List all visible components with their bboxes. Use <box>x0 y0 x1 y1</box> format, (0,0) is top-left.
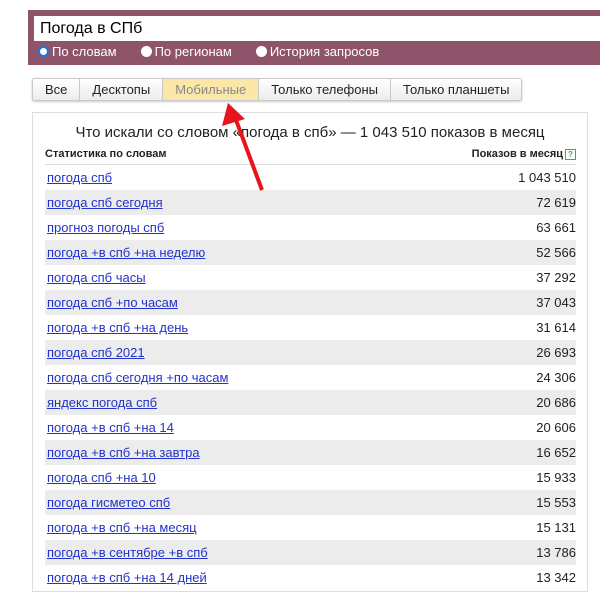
tab-tablets-only[interactable]: Только планшеты <box>391 79 522 100</box>
table-row: погода спб +на 10 15 933 <box>45 465 576 490</box>
table-row: погода спб часы 37 292 <box>45 265 576 290</box>
table-row: погода спб сегодня +по часам 24 306 <box>45 365 576 390</box>
table-row: погода +в спб +на завтра 16 652 <box>45 440 576 465</box>
search-mode-radios: По словам По регионам История запросов <box>38 44 379 59</box>
table-row: погода +в спб +на месяц 15 131 <box>45 515 576 540</box>
keyword-link[interactable]: погода спб сегодня <box>47 195 163 210</box>
impressions-count: 24 306 <box>536 370 576 385</box>
keyword-link[interactable]: погода спб <box>47 170 113 185</box>
table-row: погода спб +по часам 37 043 <box>45 290 576 315</box>
tab-desktops[interactable]: Десктопы <box>80 79 164 100</box>
impressions-count: 26 693 <box>536 345 576 360</box>
tab-all[interactable]: Все <box>33 79 81 100</box>
tab-mobile[interactable]: Мобильные <box>163 79 260 100</box>
impressions-count: 52 566 <box>536 245 576 260</box>
keyword-link[interactable]: погода спб сегодня +по часам <box>47 370 229 385</box>
keyword-link[interactable]: погода спб +на 10 <box>47 470 156 485</box>
keyword-link[interactable]: погода +в спб +на завтра <box>47 445 200 460</box>
impressions-count: 15 933 <box>536 470 576 485</box>
table-row: погода спб 2021 26 693 <box>45 340 576 365</box>
radio-by-words[interactable]: По словам <box>38 44 117 59</box>
radio-dot-icon <box>255 46 267 57</box>
search-input[interactable] <box>34 16 600 41</box>
impressions-count: 15 553 <box>536 495 576 510</box>
arrow-head <box>222 103 245 126</box>
table-row: погода +в спб +на неделю 52 566 <box>45 240 576 265</box>
arrow-shaft <box>234 119 264 191</box>
radio-label: По регионам <box>154 44 232 59</box>
keyword-link[interactable]: погода спб часы <box>47 270 146 285</box>
impressions-count: 1 043 510 <box>518 170 576 185</box>
radio-label: По словам <box>52 44 117 59</box>
impressions-count: 13 786 <box>536 545 576 560</box>
table-row: погода гисметео спб 15 553 <box>45 490 576 515</box>
table-row: прогноз погоды спб 63 661 <box>45 215 576 240</box>
keyword-link[interactable]: погода +в спб +на день <box>47 320 189 335</box>
keyword-link[interactable]: погода +в спб +на неделю <box>47 245 206 260</box>
device-tabs: Все Десктопы Мобильные Только телефоны Т… <box>32 78 523 101</box>
table-row: погода +в спб +на день 31 614 <box>45 315 576 340</box>
help-icon[interactable]: ? <box>565 148 576 160</box>
impressions-count: 31 614 <box>536 320 576 335</box>
table-row: погода +в сентябре +в спб 13 786 <box>45 540 576 565</box>
keyword-link[interactable]: погода спб +по часам <box>47 295 178 310</box>
panel-title: Что искали со словом «погода в спб» — 1 … <box>75 124 545 141</box>
radio-dot-icon <box>38 46 49 57</box>
impressions-count: 20 686 <box>536 395 576 410</box>
red-arrow-annotation <box>222 103 264 191</box>
table-row: погода спб сегодня 72 619 <box>45 190 576 215</box>
impressions-count: 16 652 <box>536 445 576 460</box>
tab-phones-only[interactable]: Только телефоны <box>259 79 392 100</box>
impressions-count: 20 606 <box>536 420 576 435</box>
keyword-link[interactable]: прогноз погоды спб <box>47 220 165 235</box>
radio-dot-icon <box>140 46 152 57</box>
col-keywords: Статистика по словам <box>45 148 167 160</box>
keyword-link[interactable]: погода +в спб +на месяц <box>47 520 197 535</box>
col-impressions: Показов в месяц <box>471 148 563 160</box>
keyword-link[interactable]: яндекс погода спб <box>47 395 158 410</box>
impressions-count: 37 043 <box>536 295 576 310</box>
radio-label: История запросов <box>269 44 380 59</box>
impressions-count: 72 619 <box>536 195 576 210</box>
table-row: яндекс погода спб 20 686 <box>45 390 576 415</box>
table-row: погода спб 1 043 510 <box>45 165 576 190</box>
keyword-link[interactable]: погода +в спб +на 14 <box>47 420 174 435</box>
radio-history[interactable]: История запросов <box>255 44 380 59</box>
keyword-link[interactable]: погода +в сентябре +в спб <box>47 545 208 560</box>
keyword-link[interactable]: погода спб 2021 <box>47 345 145 360</box>
table-header: Статистика по словам Показов в месяц? <box>45 148 576 165</box>
impressions-count: 37 292 <box>536 270 576 285</box>
impressions-count: 15 131 <box>536 520 576 535</box>
table-row: погода +в спб +на 14 20 606 <box>45 415 576 440</box>
radio-by-regions[interactable]: По регионам <box>140 44 232 59</box>
impressions-count: 63 661 <box>536 220 576 235</box>
keyword-link[interactable]: погода гисметео спб <box>47 495 171 510</box>
